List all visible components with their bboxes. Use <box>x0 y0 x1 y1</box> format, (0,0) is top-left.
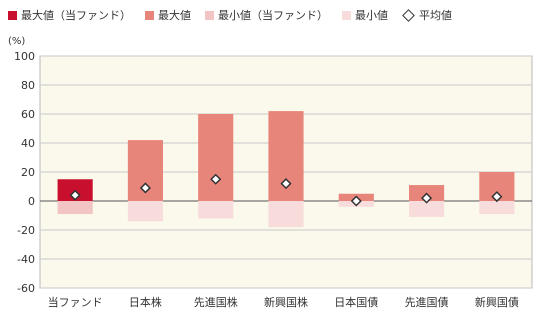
x-tick-label: 新興国株 <box>264 295 308 309</box>
x-tick-label: 先進国債 <box>405 295 449 309</box>
average-marker <box>210 173 222 185</box>
y-tick-label: 20 <box>21 166 35 179</box>
average-marker <box>421 192 433 204</box>
bar-min <box>127 201 163 222</box>
legend-swatch-max <box>145 10 154 20</box>
legend-label-avg: 平均値 <box>419 9 452 22</box>
legend-swatch-max-fund <box>8 10 17 20</box>
legend-label-min: 最小値 <box>355 9 388 22</box>
y-tick-label: 0 <box>28 195 35 208</box>
bar-max <box>198 114 234 201</box>
bar-min <box>198 201 234 219</box>
x-tick-label: 当ファンド <box>48 295 103 309</box>
legend-item-min: 最小値 <box>342 7 388 23</box>
y-tick-label: -40 <box>17 253 35 266</box>
bar-min <box>268 201 304 228</box>
y-tick-label: 40 <box>21 137 35 150</box>
average-marker <box>491 191 503 203</box>
average-marker <box>69 189 81 201</box>
average-marker <box>139 182 151 194</box>
legend: 最大値（当ファンド） 最大値 最小値（当ファンド） 最小値 平均値 <box>8 6 538 24</box>
legend-swatch-min-fund <box>205 10 214 20</box>
bar-min <box>409 201 445 217</box>
legend-item-max-fund: 最大値（当ファンド） <box>8 7 131 23</box>
legend-swatch-min <box>342 10 351 20</box>
y-tick-label: -20 <box>17 224 35 237</box>
x-tick-label: 日本国債 <box>334 295 378 309</box>
legend-label-max: 最大値 <box>158 9 191 22</box>
legend-label-max-fund: 最大値（当ファンド） <box>21 9 131 22</box>
y-tick-label: 80 <box>21 79 35 92</box>
y-tick-label: 60 <box>21 108 35 121</box>
x-tick-label: 先進国株 <box>194 295 238 309</box>
x-tick-label: 新興国債 <box>475 295 519 309</box>
y-tick-label: 100 <box>14 50 35 63</box>
legend-item-avg: 平均値 <box>402 7 452 23</box>
legend-item-min-fund: 最小値（当ファンド） <box>205 7 328 23</box>
y-axis-unit: (%) <box>8 36 26 47</box>
legend-label-min-fund: 最小値（当ファンド） <box>218 9 328 22</box>
bar-min <box>479 201 515 215</box>
x-axis-labels: 当ファンド 日本株 先進国株 新興国株 日本国債 先進国債 新興国債 <box>48 295 519 309</box>
average-markers <box>69 173 503 207</box>
x-tick-label: 日本株 <box>129 295 162 309</box>
bar-min-fund <box>57 201 93 215</box>
legend-item-max: 最大値 <box>145 7 191 23</box>
y-axis-ticks: 100 80 60 40 20 0 -20 -40 -60 <box>14 50 35 295</box>
average-marker <box>280 178 292 190</box>
average-marker <box>350 195 362 207</box>
y-tick-label: -60 <box>17 282 35 295</box>
